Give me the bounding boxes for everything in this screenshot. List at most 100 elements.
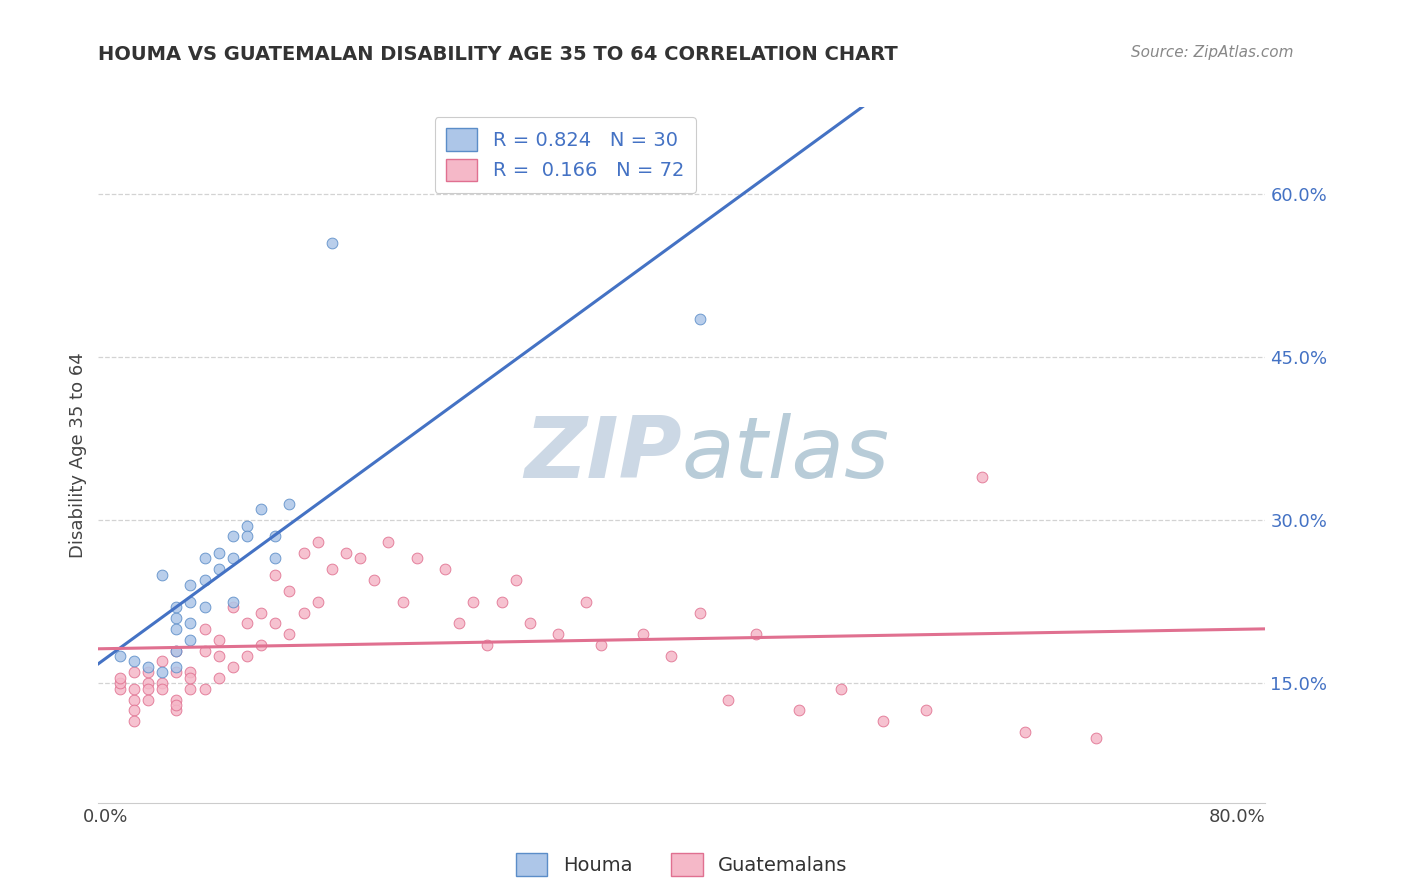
Point [193,622,215,636]
Point [193,551,215,566]
Point [377,534,399,549]
Point [208,546,231,560]
Point [193,600,215,615]
Point [165,703,187,717]
Point [264,567,287,582]
Text: ZIP: ZIP [524,413,682,497]
Point [519,616,541,631]
Text: Source: ZipAtlas.com: Source: ZipAtlas.com [1130,45,1294,60]
Point [150,655,173,669]
Point [689,606,711,620]
Point [150,681,173,696]
Point [108,648,131,663]
Text: atlas: atlas [682,413,890,497]
Point [335,546,357,560]
Point [179,632,201,647]
Legend: Houma, Guatemalans: Houma, Guatemalans [509,846,855,884]
Point [193,573,215,587]
Point [150,676,173,690]
Point [491,595,513,609]
Point [717,692,740,706]
Point [150,665,173,680]
Point [433,562,456,576]
Point [222,660,245,674]
Point [1084,731,1107,745]
Text: HOUMA VS GUATEMALAN DISABILITY AGE 35 TO 64 CORRELATION CHART: HOUMA VS GUATEMALAN DISABILITY AGE 35 TO… [98,45,898,63]
Point [222,595,245,609]
Point [179,681,201,696]
Point [477,638,499,652]
Point [1014,725,1036,739]
Point [179,595,201,609]
Point [165,643,187,657]
Point [179,578,201,592]
Point [631,627,654,641]
Point [208,648,231,663]
Point [165,611,187,625]
Point [278,583,301,598]
Point [391,595,413,609]
Point [787,703,810,717]
Point [122,665,145,680]
Point [165,665,187,680]
Point [165,698,187,712]
Point [122,714,145,729]
Point [745,627,768,641]
Point [136,660,159,674]
Point [307,595,329,609]
Point [321,235,343,250]
Point [136,676,159,690]
Point [179,671,201,685]
Point [278,627,301,641]
Point [405,551,427,566]
Point [165,692,187,706]
Point [122,703,145,717]
Point [179,665,201,680]
Point [136,681,159,696]
Point [236,529,259,543]
Point [150,567,173,582]
Point [179,616,201,631]
Point [321,562,343,576]
Point [872,714,894,729]
Point [449,616,471,631]
Point [208,671,231,685]
Point [547,627,569,641]
Point [122,681,145,696]
Point [307,534,329,549]
Point [689,312,711,326]
Point [165,660,187,674]
Point [208,562,231,576]
Point [108,681,131,696]
Point [264,551,287,566]
Point [250,638,273,652]
Point [222,551,245,566]
Point [236,616,259,631]
Point [972,469,994,483]
Point [264,529,287,543]
Point [136,692,159,706]
Point [589,638,612,652]
Point [250,606,273,620]
Point [222,600,245,615]
Point [264,616,287,631]
Point [165,600,187,615]
Point [659,648,682,663]
Point [122,655,145,669]
Point [292,546,315,560]
Y-axis label: Disability Age 35 to 64: Disability Age 35 to 64 [69,352,87,558]
Point [165,622,187,636]
Point [250,502,273,516]
Point [222,529,245,543]
Point [108,676,131,690]
Point [236,648,259,663]
Point [108,671,131,685]
Point [292,606,315,620]
Point [136,665,159,680]
Point [193,643,215,657]
Point [193,681,215,696]
Point [122,692,145,706]
Point [575,595,598,609]
Point [236,518,259,533]
Point [278,497,301,511]
